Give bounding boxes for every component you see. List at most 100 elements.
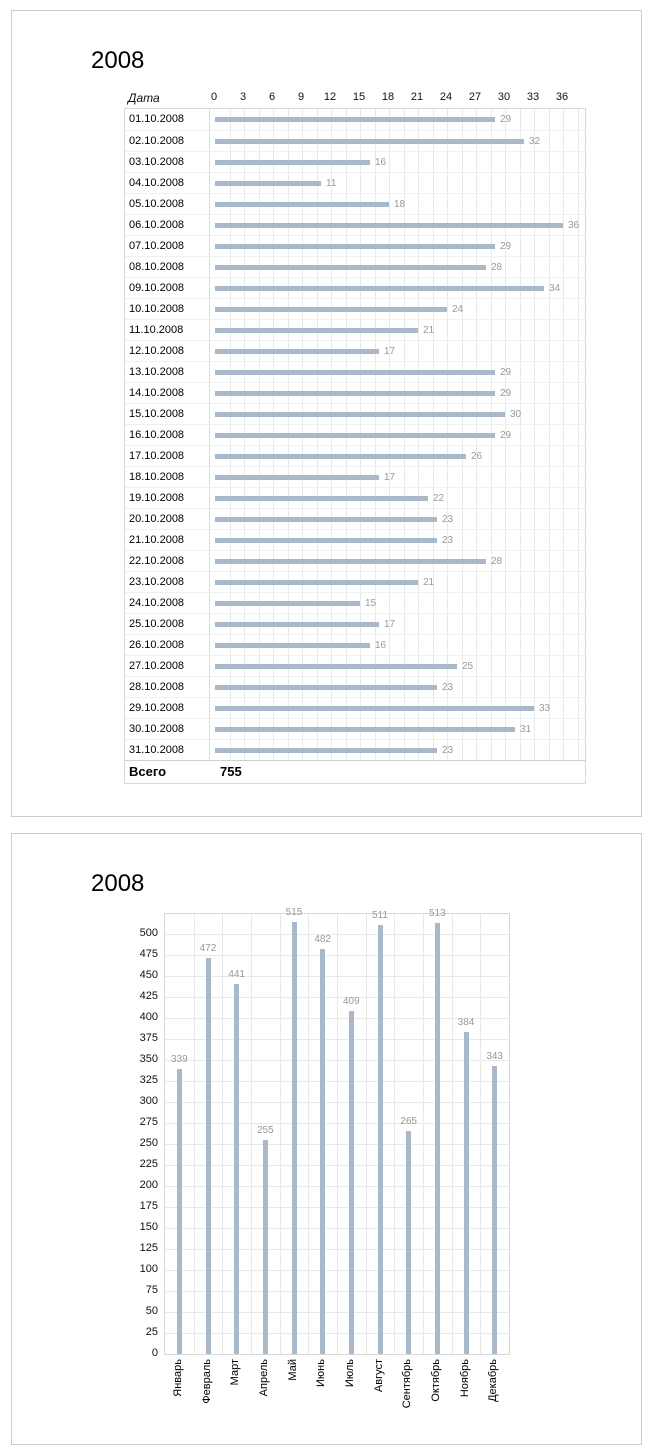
row-date-label: 22.10.2008 [129,555,185,567]
grid-line-v [519,109,521,760]
bar-value-label: 343 [486,1051,503,1062]
bar [215,181,321,186]
bar-value-label: 33 [539,703,551,714]
row-date-label: 07.10.2008 [129,240,185,252]
bar-value-label: 511 [372,910,388,921]
bar [215,286,544,291]
y-tick-label: 325 [139,1074,158,1087]
table-row: 20.10.2008 23 [125,508,585,529]
bar [215,433,495,438]
bar-value-label: 30 [510,409,522,420]
bar-value-label: 26 [471,451,483,462]
x-tick-label: 24 [439,91,453,103]
bar [291,922,297,1354]
x-tick-label: 36 [555,91,569,103]
row-date-label: 21.10.2008 [129,534,185,546]
date-column-separator [209,109,210,783]
bar-value-label: 17 [384,472,396,483]
bar [215,307,447,312]
row-date-label: 26.10.2008 [129,639,185,651]
y-tick-label: 125 [139,1242,158,1255]
grid-line-v [337,914,338,1354]
table-rows: 01.10.2008 29 02.10.2008 32 03.10.2008 16 04.1… [125,109,585,760]
grid-line-v [251,914,252,1354]
row-date-label: 12.10.2008 [129,345,185,357]
bar-value-label: 515 [285,907,303,918]
row-date-label: 13.10.2008 [129,366,185,378]
month-label: Август [372,1359,385,1393]
row-date-label: 19.10.2008 [129,492,185,504]
table-row: 15.10.2008 30 [125,403,585,424]
month-label: Июнь [315,1359,328,1387]
bar [215,139,524,144]
month-label: Октябрь [429,1359,442,1402]
bar [215,117,495,122]
grid-line-v [548,109,550,760]
y-tick-label: 450 [139,969,158,982]
bar [215,538,437,543]
table-row: 25.10.2008 17 [125,613,585,634]
bar-value-label: 265 [400,1116,417,1127]
date-column-header: Дата [128,91,160,105]
bar-value-label: 29 [500,241,512,252]
x-tick-label: 3 [239,91,247,103]
row-date-label: 23.10.2008 [129,576,185,588]
grid-line-v [577,109,579,760]
total-row: Всего 755 [125,760,585,783]
bar [215,223,563,228]
x-tick-label: 18 [381,91,395,103]
bar [215,391,495,396]
row-date-label: 04.10.2008 [129,177,185,189]
bar [406,1131,412,1354]
row-date-label: 06.10.2008 [129,219,185,231]
month-label: Сентябрь [401,1359,414,1409]
row-date-label: 02.10.2008 [129,135,185,147]
bar [320,949,326,1354]
grid-line-v [222,914,223,1354]
row-date-label: 28.10.2008 [129,681,185,693]
x-tick-label: 27 [468,91,482,103]
x-tick-label: 6 [268,91,276,103]
bar [215,412,505,417]
bar-value-label: 24 [452,304,464,315]
x-tick-label: 30 [497,91,511,103]
grid-line-v [505,109,506,760]
y-tick-label: 50 [145,1305,158,1317]
row-date-label: 27.10.2008 [129,660,185,672]
bar-value-label: 31 [520,724,532,735]
bar-value-label: 482 [314,934,331,945]
bar-value-label: 29 [500,367,512,378]
bar [377,925,383,1354]
bar [215,580,418,585]
bar-value-label: 16 [375,157,387,168]
row-date-label: 01.10.2008 [129,113,185,125]
row-date-label: 30.10.2008 [129,723,185,735]
y-tick-label: 400 [139,1011,158,1024]
table-row: 28.10.2008 23 [125,676,585,697]
bar [215,601,360,606]
table-row: 10.10.2008 24 [125,298,585,319]
daily-chart-table: 01.10.2008 29 02.10.2008 32 03.10.2008 16 04.1… [124,108,586,784]
month-label: Май [286,1359,299,1381]
monthly-chart-panel: 2008 0 25 50 75 100 125 150 175 200 225 250 275 300 3… [11,833,642,1445]
bar [215,727,515,732]
table-row: 06.10.2008 36 [125,214,585,235]
bar-value-label: 255 [256,1125,274,1136]
bar-value-label: 25 [462,661,474,672]
y-tick-label: 475 [139,948,158,961]
bar [215,622,379,627]
x-tick-label: 12 [323,91,337,103]
month-label: Июль [343,1359,356,1388]
y-tick-label: 200 [139,1179,158,1192]
x-tick-label: 0 [210,91,218,103]
bar-value-label: 23 [442,535,454,546]
y-tick-label: 75 [145,1284,158,1297]
bar [262,1140,268,1354]
row-date-label: 29.10.2008 [129,702,185,714]
table-row: 05.10.2008 18 [125,193,585,214]
month-label: Ноябрь [458,1359,471,1398]
bar [176,1069,182,1354]
table-row: 24.10.2008 15 [125,592,585,613]
grid-line-v [452,914,453,1354]
bar [215,685,437,690]
